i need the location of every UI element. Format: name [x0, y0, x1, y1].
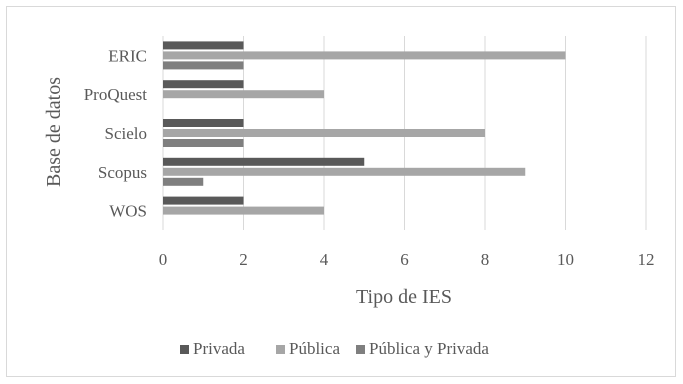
legend-swatch	[356, 345, 365, 354]
category-label: Scopus	[98, 163, 147, 182]
bar-scielo-privada	[163, 119, 244, 127]
legend: Privada Pública Pública y Privada	[180, 339, 489, 358]
legend-label: Pública y Privada	[369, 339, 489, 358]
legend-label: Pública	[289, 339, 340, 358]
category-label: Scielo	[105, 124, 148, 143]
category-label: ProQuest	[84, 85, 148, 104]
x-axis-title: Tipo de IES	[356, 286, 452, 308]
x-tick-label: 12	[638, 250, 655, 269]
category-label: ERIC	[108, 46, 147, 65]
category-label: WOS	[109, 202, 147, 221]
x-tick-label: 4	[320, 250, 329, 269]
legend-label: Privada	[193, 339, 245, 358]
bar-eric-privada	[163, 41, 244, 50]
legend-swatch	[276, 345, 285, 354]
bar-eric-p-blica-y-privada	[163, 61, 244, 70]
bar-eric-p-blica	[163, 51, 566, 60]
x-tick-label: 8	[481, 250, 490, 269]
x-tick-label: 6	[400, 250, 409, 269]
bar-proquest-privada	[163, 80, 244, 89]
bar-scielo-p-blica-y-privada	[163, 139, 244, 147]
legend-swatch	[180, 345, 189, 354]
chart-frame	[6, 6, 676, 377]
x-tick-labels: 0 2 4 6 8 10 12	[159, 250, 655, 269]
bar-scielo-p-blica	[163, 129, 485, 137]
bar-proquest-p-blica	[163, 90, 324, 99]
bar-scopus-p-blica-y-privada	[163, 177, 204, 186]
x-tick-label: 2	[239, 250, 248, 269]
x-tick-label: 10	[557, 250, 574, 269]
bar-scopus-p-blica	[163, 167, 526, 176]
y-axis-title: Base de datos	[43, 77, 65, 187]
bar-wos-p-blica	[163, 206, 324, 215]
bars	[163, 41, 566, 215]
bar-wos-privada	[163, 196, 244, 205]
bar-scopus-privada	[163, 157, 365, 166]
category-labels: ERIC ProQuest Scielo Scopus WOS	[84, 46, 148, 220]
x-tick-label: 0	[159, 250, 168, 269]
